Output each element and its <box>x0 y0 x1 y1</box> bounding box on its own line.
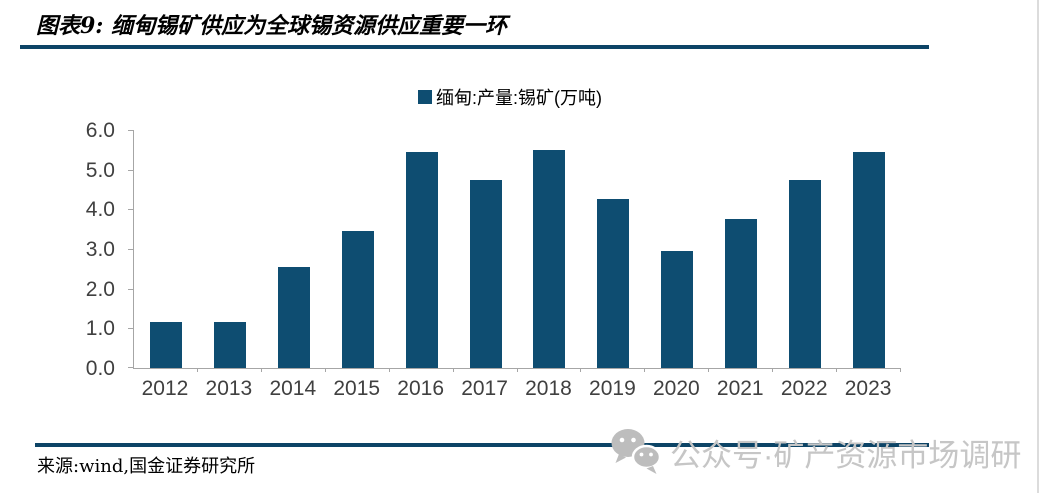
y-tick-mark <box>128 169 133 171</box>
bars-container <box>134 130 901 368</box>
bar-2019 <box>597 199 630 368</box>
x-tick-label: 2017 <box>461 377 508 400</box>
y-axis: 0.0 1.0 2.0 3.0 4.0 5.0 6.0 <box>50 120 115 379</box>
x-tick-mark <box>260 368 262 372</box>
y-tick-mark <box>128 249 133 250</box>
x-tick-mark <box>388 368 390 372</box>
bar-2013 <box>213 322 246 368</box>
y-tick-mark <box>128 130 133 131</box>
x-tick-label: 2020 <box>652 377 700 400</box>
x-tick-mark <box>900 368 901 372</box>
page-right-border <box>1037 0 1039 493</box>
watermark: 公众号·矿产资源市场调研 <box>608 426 1021 478</box>
x-tick-label: 2013 <box>205 377 253 400</box>
legend: 缅甸:产量:锡矿(万吨) <box>418 84 602 110</box>
bar-slot <box>454 130 518 368</box>
y-tick-label: 5.0 <box>85 158 115 182</box>
watermark-text: 公众号·矿产资源市场调研 <box>670 437 1022 473</box>
x-tick-label: 2019 <box>589 377 636 400</box>
bar-slot <box>390 130 454 368</box>
legend-swatch <box>418 90 432 104</box>
y-tick-label: 3.0 <box>85 238 115 261</box>
x-tick-label: 2015 <box>333 377 381 400</box>
x-tick-mark <box>772 368 774 372</box>
legend-label: 缅甸:产量:锡矿(万吨) <box>436 88 602 108</box>
x-tick-mark <box>708 368 710 372</box>
source-note: 来源:wind,国金证券研究所 <box>37 456 256 477</box>
x-tick-mark <box>516 368 518 372</box>
bar-2014 <box>277 266 310 368</box>
x-tick-label: 2016 <box>397 377 444 400</box>
bar-chart-plot-area <box>128 130 901 372</box>
x-tick-mark <box>196 368 198 372</box>
x-tick-label: 2014 <box>269 377 317 400</box>
bar-slot <box>837 130 901 368</box>
y-tick-mark <box>128 367 133 368</box>
x-tick-label: 2018 <box>525 377 572 400</box>
bar-2020 <box>661 250 694 368</box>
bar-slot <box>773 130 837 368</box>
wechat-icon <box>611 429 662 474</box>
y-tick-label: 0.0 <box>85 357 115 380</box>
x-tick-mark <box>452 368 454 372</box>
x-tick-label: 2023 <box>844 377 892 400</box>
bar-slot <box>581 130 645 368</box>
footer-divider <box>35 443 929 447</box>
bar-slot <box>518 130 582 368</box>
x-tick-mark <box>836 368 838 372</box>
bar-2012 <box>149 322 182 368</box>
y-tick-mark <box>128 209 133 211</box>
y-tick-label: 6.0 <box>85 119 115 142</box>
y-tick-label: 2.0 <box>85 277 115 301</box>
header-divider <box>20 45 929 49</box>
bar-2022 <box>789 179 822 368</box>
x-tick-label: 2021 <box>716 377 764 400</box>
bar-slot <box>645 130 709 368</box>
bar-2018 <box>533 149 566 368</box>
x-tick-mark <box>324 368 326 372</box>
bar-2021 <box>725 219 758 368</box>
bar-slot <box>709 130 773 368</box>
x-tick-mark <box>644 368 646 372</box>
bar-slot <box>198 130 262 368</box>
bar-slot <box>326 130 390 368</box>
bar-2017 <box>469 179 502 368</box>
x-tick-label: 2012 <box>141 377 189 400</box>
bar-slot <box>262 130 326 368</box>
bar-2016 <box>405 151 438 368</box>
y-tick-mark <box>128 328 133 330</box>
x-tick-mark <box>580 368 582 372</box>
bar-slot <box>134 130 198 368</box>
y-tick-mark <box>128 288 133 290</box>
x-axis-labels: 2012 2013 2014 2015 2016 2017 2018 2019 2020 2021… <box>133 377 900 401</box>
y-tick-label: 1.0 <box>85 317 115 341</box>
x-tick-label: 2022 <box>780 377 828 400</box>
bar-2015 <box>341 231 374 368</box>
figure-title: 图表9: 缅甸锡矿供应为全球锡资源供应重要一环 <box>36 13 508 39</box>
y-tick-label: 4.0 <box>85 198 115 222</box>
bar-2023 <box>853 151 886 368</box>
